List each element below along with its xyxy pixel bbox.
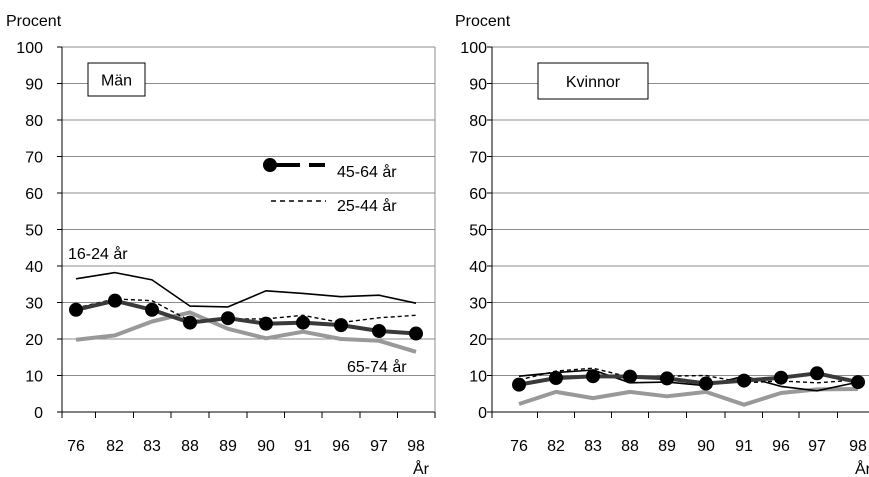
x-tick-label: 97 bbox=[808, 438, 826, 455]
y-tick-label: 30 bbox=[25, 296, 43, 313]
data-point-marker bbox=[586, 369, 600, 384]
series-annotation: 16-24 år bbox=[68, 245, 128, 263]
x-tick-label: 98 bbox=[407, 438, 425, 455]
y-axis-title: Procent bbox=[455, 13, 511, 30]
panel-women: 0 10 20 30 40 50 60 70 80 90 100 76 82 83 88 89 90 91 96 97… bbox=[455, 13, 869, 477]
data-point-marker bbox=[183, 315, 197, 330]
y-tick-label: 100 bbox=[460, 40, 487, 57]
data-point-marker bbox=[774, 370, 788, 385]
y-tick-label: 80 bbox=[25, 113, 43, 130]
panel-label: Män bbox=[101, 73, 132, 90]
data-point-marker bbox=[372, 323, 386, 338]
data-point-marker bbox=[851, 375, 865, 390]
data-point-marker bbox=[259, 316, 273, 331]
data-point-marker bbox=[660, 371, 674, 386]
y-tick-label: 100 bbox=[16, 40, 43, 57]
y-tick-label: 0 bbox=[34, 405, 43, 422]
x-axis-title: År bbox=[855, 459, 869, 477]
data-point-marker bbox=[737, 373, 751, 388]
data-point-marker bbox=[108, 293, 122, 308]
x-tick-label: 91 bbox=[735, 438, 753, 455]
series-line-25-44-år bbox=[518, 367, 859, 384]
series-line-16-24-år bbox=[75, 271, 417, 308]
panel-label: Kvinnor bbox=[566, 74, 621, 91]
y-tick-label: 10 bbox=[469, 369, 487, 386]
series-line-65-74-år bbox=[75, 310, 417, 354]
series-line-25-44-år bbox=[75, 298, 417, 324]
x-tick-label: 97 bbox=[370, 438, 388, 455]
x-tick-label: 96 bbox=[332, 438, 350, 455]
y-tick-label: 0 bbox=[478, 405, 487, 422]
x-tick-label: 82 bbox=[106, 438, 124, 455]
y-tick-label: 50 bbox=[469, 223, 487, 240]
data-point-marker bbox=[549, 371, 563, 386]
data-point-marker bbox=[409, 326, 423, 341]
x-tick-label: 96 bbox=[772, 438, 790, 455]
panel-men: 0 10 20 30 40 50 60 70 80 90 100 76 82 83 88 89 90 91 96 97… bbox=[6, 13, 436, 477]
x-axis-title: År bbox=[413, 459, 430, 477]
data-point-marker bbox=[296, 315, 310, 330]
y-tick-label: 90 bbox=[25, 77, 43, 94]
x-tick-label: 90 bbox=[257, 438, 275, 455]
x-tick-label: 89 bbox=[658, 438, 676, 455]
y-tick-label: 10 bbox=[25, 369, 43, 386]
y-tick-label: 60 bbox=[469, 186, 487, 203]
x-tick-label: 88 bbox=[621, 438, 639, 455]
x-tick-label: 76 bbox=[510, 438, 528, 455]
x-tick-label: 83 bbox=[584, 438, 602, 455]
y-tick-label: 20 bbox=[25, 332, 43, 349]
data-point-marker bbox=[623, 369, 637, 384]
y-tick-label: 80 bbox=[469, 113, 487, 130]
series-line-45-64-år bbox=[518, 371, 859, 387]
x-tick-label: 90 bbox=[697, 438, 715, 455]
data-point-marker bbox=[810, 366, 824, 381]
x-tick-label: 91 bbox=[294, 438, 312, 455]
data-point-marker bbox=[699, 376, 713, 391]
x-tick-label: 76 bbox=[67, 438, 85, 455]
data-point-marker bbox=[145, 302, 159, 317]
legend-marker-45-64 bbox=[263, 158, 277, 172]
x-tick-label: 98 bbox=[849, 438, 867, 455]
x-tick-label: 82 bbox=[547, 438, 565, 455]
y-tick-label: 50 bbox=[25, 223, 43, 240]
x-tick-label: 88 bbox=[181, 438, 199, 455]
y-tick-label: 70 bbox=[25, 150, 43, 167]
data-point-marker bbox=[512, 377, 526, 392]
series-line-65-74-år bbox=[518, 387, 859, 407]
y-tick-label: 20 bbox=[469, 332, 487, 349]
y-tick-label: 70 bbox=[469, 150, 487, 167]
series-line-16-24-år bbox=[518, 369, 859, 392]
legend-label: 25-44 år bbox=[337, 197, 397, 215]
y-tick-label: 60 bbox=[25, 186, 43, 203]
y-axis-title: Procent bbox=[6, 13, 62, 30]
panel-label-box bbox=[87, 62, 146, 97]
data-point-marker bbox=[69, 302, 83, 317]
series-annotation: 65-74 år bbox=[347, 358, 407, 376]
y-tick-label: 30 bbox=[469, 296, 487, 313]
legend-label: 45-64 år bbox=[337, 163, 397, 181]
data-point-marker bbox=[221, 311, 235, 326]
panel-label-box bbox=[537, 62, 649, 100]
y-tick-label: 90 bbox=[469, 77, 487, 94]
data-point-marker bbox=[334, 318, 348, 333]
series-line-45-64-år bbox=[75, 298, 417, 336]
y-tick-label: 40 bbox=[469, 259, 487, 276]
x-tick-label: 89 bbox=[219, 438, 237, 455]
x-tick-label: 83 bbox=[143, 438, 161, 455]
y-tick-label: 40 bbox=[25, 259, 43, 276]
